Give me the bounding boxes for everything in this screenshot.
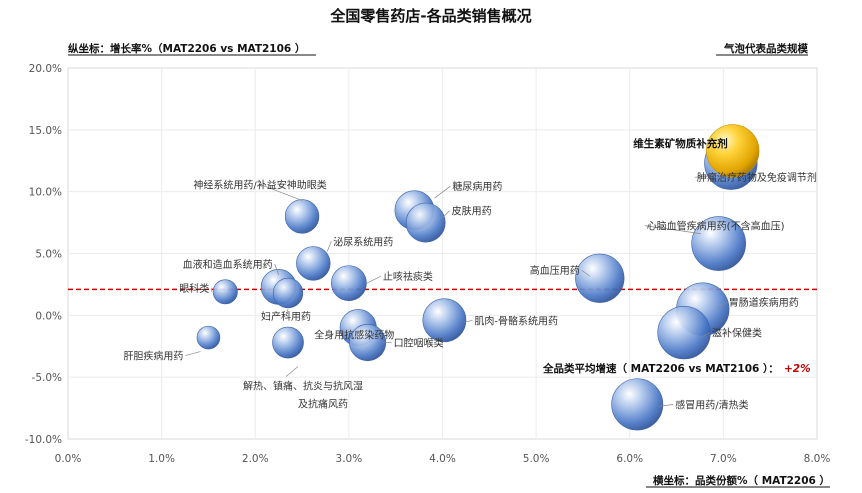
x-tick-label: 7.0% — [710, 453, 737, 465]
label-leader — [185, 351, 201, 356]
bubble-note: 气泡代表品类规模 — [723, 42, 808, 55]
label-leader — [644, 225, 701, 234]
label-leader — [659, 404, 674, 407]
y-tick-label: 0.0% — [35, 310, 62, 322]
y-tick-label: 10.0% — [29, 187, 62, 199]
x-tick-label: 4.0% — [429, 453, 456, 465]
bubble — [272, 277, 304, 309]
x-tick-label: 8.0% — [804, 453, 831, 465]
point-label: 皮肤用药 — [452, 205, 492, 218]
average-label: 全品类平均增速（ MAT2206 vs MAT2106 ）： — [542, 362, 779, 375]
bubble — [706, 124, 760, 178]
bubble — [691, 216, 746, 271]
point-label: 血液和造血系统用药 — [183, 258, 273, 271]
point-label: 高血压用药 — [530, 264, 580, 277]
y-tick-label: 20.0% — [29, 63, 62, 75]
bubbles — [196, 124, 760, 431]
point-label: 心脑血管疾病用药(不含高血压) — [647, 220, 785, 233]
x-tick-label: 2.0% — [242, 453, 269, 465]
label-leader — [259, 184, 303, 201]
bubble — [422, 298, 467, 343]
bubble — [272, 326, 304, 359]
point-label: 糖尿病用药 — [452, 180, 502, 193]
bubble — [575, 253, 625, 303]
x-axis-label: 横坐标：品类份额%（ MAT2206 ） — [653, 474, 830, 487]
point-label: 肌肉-骨骼系统用药 — [474, 314, 558, 327]
label-leader — [326, 241, 332, 252]
y-tick-label: 5.0% — [35, 249, 62, 261]
label-leader — [701, 332, 711, 337]
point-label: 妇产科用药 — [261, 310, 311, 323]
label-leader — [285, 366, 299, 377]
point-label: 解热、镇痛、抗炎与抗风湿及抗痛风药 — [243, 380, 363, 411]
label-leader — [434, 185, 451, 199]
label-leader — [694, 174, 717, 178]
x-tick-label: 3.0% — [336, 453, 363, 465]
point-label: 泌尿系统用药 — [333, 235, 393, 248]
point-label: 肝胆疾病用药 — [123, 350, 183, 363]
bubble — [657, 306, 711, 360]
y-axis-label: 纵坐标：增长率%（MAT2206 vs MAT2106 ） — [68, 42, 305, 55]
point-label: 眼科类 — [179, 282, 209, 295]
bubble — [611, 378, 664, 431]
point-label: 肿瘤治疗药物及免疫调节剂 — [697, 171, 817, 184]
label-leader — [464, 319, 473, 323]
bubble — [405, 202, 446, 243]
bubble — [212, 279, 238, 305]
x-tick-label: 0.0% — [55, 453, 82, 465]
bubble — [284, 199, 320, 234]
label-leader — [441, 210, 450, 219]
x-tick-label: 1.0% — [148, 453, 175, 465]
point-label: 滋补保健类 — [712, 327, 762, 340]
label-leader — [716, 301, 727, 310]
bubble — [196, 325, 221, 350]
point-label: 维生素矿物质补充剂 — [633, 137, 728, 150]
average-value: +2% — [784, 363, 811, 375]
point-label: 胃肠道疾病用药 — [729, 296, 799, 309]
point-label: 感冒用药/清热类 — [675, 398, 748, 411]
x-tick-label: 6.0% — [616, 453, 643, 465]
y-tick-label: -10.0% — [25, 434, 62, 446]
x-ticks: 0.0% 1.0% 2.0% 3.0% 4.0% 5.0% 6.0% 7.0% 8.0% — [55, 453, 831, 465]
label-leader — [285, 308, 289, 317]
y-ticks: -10.0% -5.0% 0.0% 5.0% 10.0% 15.0% 20.0% — [25, 63, 62, 446]
x-tick-label: 5.0% — [523, 453, 550, 465]
bubble — [331, 265, 367, 302]
label-leader — [366, 275, 382, 284]
label-leader — [274, 263, 279, 276]
point-label: 全身用抗感染药物 — [314, 329, 394, 342]
y-tick-label: 15.0% — [29, 125, 62, 137]
y-tick-label: -5.0% — [32, 372, 62, 384]
point-label: 止咳祛痰类 — [383, 270, 433, 283]
label-leader — [581, 269, 590, 277]
chart-title: 全国零售药店-各品类销售概况 — [329, 7, 531, 25]
point-label: 口腔咽喉类 — [394, 337, 444, 350]
bubble — [296, 246, 331, 281]
point-label: 神经系统用药/补益安神助眼类 — [193, 178, 326, 191]
